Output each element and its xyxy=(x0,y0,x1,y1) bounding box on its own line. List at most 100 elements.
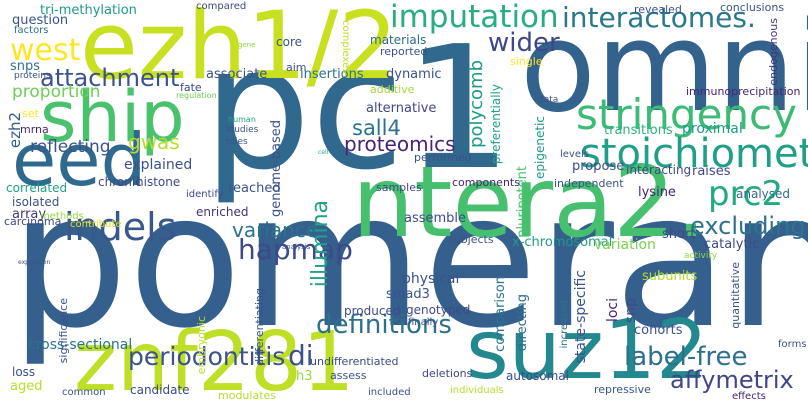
cloud-word: proximal xyxy=(682,121,743,137)
cloud-word: aim xyxy=(286,61,307,74)
cloud-word: proteomics xyxy=(344,132,456,156)
cloud-word: quantitative xyxy=(729,262,742,329)
cloud-word: snp xyxy=(623,298,639,324)
cloud-word: common xyxy=(62,387,106,398)
cloud-word: wider xyxy=(488,28,560,58)
cloud-word: differentiating xyxy=(253,288,266,366)
cloud-word: interactomes. xyxy=(562,1,756,34)
cloud-word: di xyxy=(288,339,314,372)
cloud-word: cell xyxy=(318,149,329,156)
cloud-word: single xyxy=(510,55,543,68)
cloud-word: question xyxy=(12,13,69,28)
cloud-word: histone xyxy=(136,175,181,189)
cloud-word: conclusions xyxy=(720,1,785,14)
cloud-word: x-chromosomal xyxy=(512,235,613,250)
cloud-word: endogenous xyxy=(767,18,780,86)
cloud-word: regulation xyxy=(176,91,217,100)
cloud-word: aged xyxy=(10,379,43,394)
cloud-word: candidate xyxy=(130,383,190,397)
cloud-word: reflecting xyxy=(30,137,111,157)
cloud-word: genotyped xyxy=(406,303,471,317)
cloud-word: compared xyxy=(196,1,247,12)
cloud-word: isolated xyxy=(12,195,60,209)
cloud-word: pc1 xyxy=(203,10,513,208)
cloud-word: assess xyxy=(330,369,367,382)
cloud-word: embryonic xyxy=(195,316,208,375)
cloud-word: produced xyxy=(344,304,401,318)
cloud-word: lysine xyxy=(638,185,676,200)
cloud-word: short xyxy=(662,227,696,242)
cloud-word: label-free xyxy=(624,342,748,372)
cloud-word: chronic xyxy=(98,175,142,189)
cloud-word: znf281 xyxy=(74,315,355,404)
cloud-word: loci xyxy=(605,298,621,323)
cloud-word: preferentially xyxy=(489,84,503,165)
cloud-word: comparison xyxy=(493,276,508,352)
cloud-word: repressive xyxy=(594,383,651,396)
cloud-word: associate xyxy=(206,67,268,82)
cloud-word: loss xyxy=(12,365,36,379)
cloud-word: transitions xyxy=(604,123,673,138)
cloud-word: physical xyxy=(402,271,460,287)
cloud-word: contribute xyxy=(70,219,122,230)
cloud-word: indels xyxy=(64,205,177,249)
cloud-word: correlated xyxy=(6,181,68,195)
cloud-word: polycomb xyxy=(466,60,487,148)
cloud-word: dynamic xyxy=(386,67,442,82)
cloud-word: carcinoma xyxy=(4,215,62,228)
cloud-word: subunits xyxy=(642,269,698,284)
cloud-word: interacting xyxy=(626,163,692,177)
cloud-word: performed xyxy=(414,151,472,164)
cloud-word: forms xyxy=(778,339,807,350)
cloud-word: effects xyxy=(732,391,766,402)
cloud-word: assemble xyxy=(404,211,467,226)
cloud-word: ezh1/2 xyxy=(80,0,399,101)
cloud-word: revealed xyxy=(634,3,682,16)
cloud-word: studies xyxy=(226,125,259,135)
cloud-word: proteins xyxy=(14,71,51,81)
cloud-word: human xyxy=(228,115,256,124)
cloud-word: epigenetic xyxy=(533,116,547,179)
cloud-word: set xyxy=(22,107,39,120)
cloud-word: directing xyxy=(515,294,530,352)
cloud-word: stringency xyxy=(576,90,797,139)
cloud-word: variance xyxy=(232,218,319,242)
cloud-word: gwas xyxy=(128,130,180,154)
cloud-word: significance xyxy=(57,298,70,364)
cloud-word: suz12 xyxy=(466,303,709,398)
cloud-word: methods xyxy=(40,211,84,222)
cloud-word: state-specific xyxy=(573,270,589,364)
cloud-word: gene xyxy=(238,41,256,49)
cloud-word: modulates xyxy=(218,389,277,402)
cloud-word: fate xyxy=(180,81,202,94)
cloud-word: deletions xyxy=(422,367,473,380)
cloud-word: complexes xyxy=(340,20,351,74)
cloud-word: enriched xyxy=(196,205,249,219)
cloud-word: cross-sectional xyxy=(28,337,133,353)
cloud-word: core xyxy=(276,35,302,49)
cloud-word: independent xyxy=(554,177,624,190)
cloud-word: analysed xyxy=(736,187,790,201)
cloud-word: h3 xyxy=(296,369,313,384)
cloud-word: genome-based xyxy=(269,120,284,218)
cloud-word: prc2 xyxy=(708,174,784,214)
cloud-word: data xyxy=(538,95,559,105)
cloud-word: pomerania xyxy=(10,152,808,369)
cloud-word: smad3 xyxy=(386,287,430,302)
cloud-word: explained xyxy=(124,157,193,173)
cloud-word: activity xyxy=(684,251,718,261)
cloud-word: array xyxy=(12,207,47,222)
cloud-word: samples xyxy=(376,181,422,194)
cloud-word: sall4 xyxy=(352,116,401,140)
cloud-word: factors xyxy=(14,25,49,36)
cloud-word: tri-methylation xyxy=(40,3,137,18)
cloud-word: reported xyxy=(380,45,428,58)
cloud-word: variation xyxy=(594,237,656,253)
cloud-word: illumina xyxy=(308,200,333,288)
cloud-word: individuals xyxy=(450,385,504,396)
cloud-word: raises xyxy=(692,164,731,179)
cloud-word: materials xyxy=(370,33,427,47)
cloud-word: hapmap xyxy=(238,233,353,266)
cloud-word: analysis xyxy=(282,243,311,251)
